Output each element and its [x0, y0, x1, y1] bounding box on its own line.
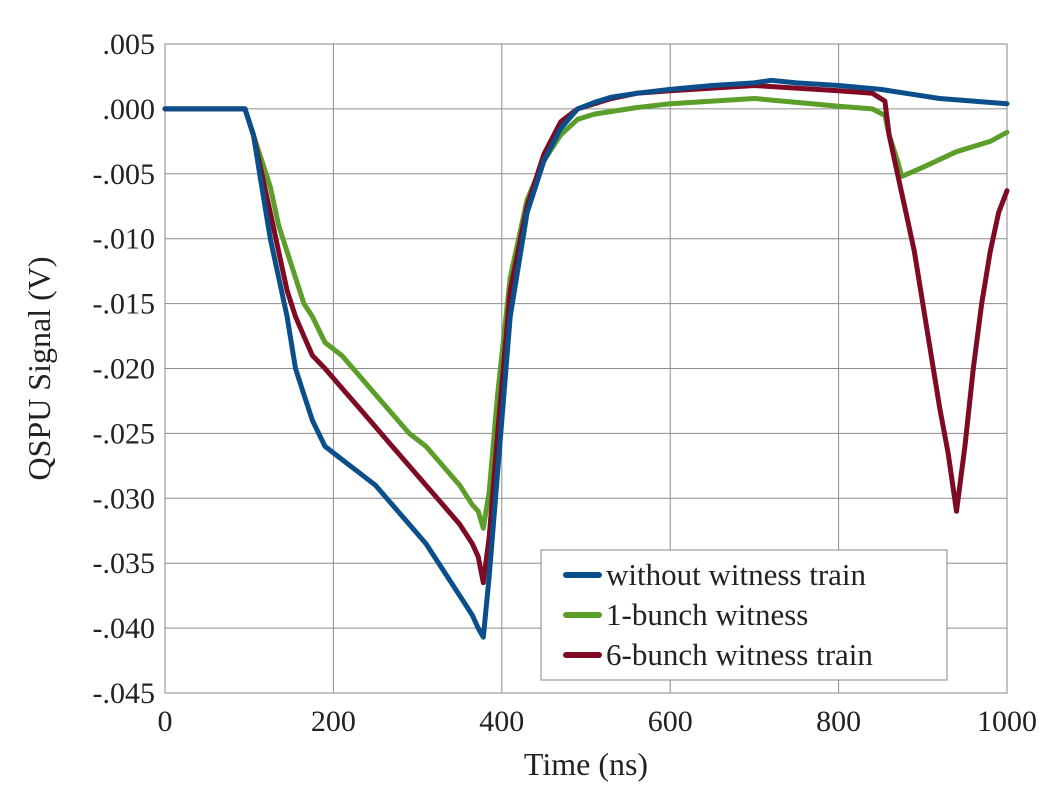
y-tick-label: -.020: [93, 353, 156, 386]
series-line-0: [162, 77, 1010, 640]
x-tick-label: 1000: [977, 705, 1037, 738]
tick-labels: .005 .000 -.005 -.010 -.015 -.020 -.025 -.030 -.…: [93, 28, 1038, 738]
legend-label: 1-bunch witness: [606, 597, 808, 632]
legend: without witness train 1-bunch witness 6-bu…: [540, 549, 948, 681]
x-tick-label: 0: [158, 705, 173, 738]
series-layer: [162, 77, 1010, 640]
series-line-1: [162, 96, 1010, 531]
x-tick-label: 600: [648, 705, 693, 738]
y-tick-label: -.005: [93, 158, 156, 191]
y-tick-label: -.040: [93, 612, 156, 645]
x-axis-title: Time (ns): [524, 746, 648, 782]
y-tick-label: -.045: [93, 677, 156, 710]
y-axis-title: QSPU Signal (V): [21, 256, 57, 480]
plot-frame: [164, 43, 1008, 694]
y-tick-label: -.010: [93, 223, 156, 256]
legend-label: 6-bunch witness train: [606, 637, 873, 672]
y-tick-label: -.025: [93, 417, 156, 450]
x-tick-label: 800: [816, 705, 861, 738]
y-tick-label: -.035: [93, 547, 156, 580]
y-tick-label: .000: [103, 93, 156, 126]
y-tick-label: .005: [103, 28, 156, 61]
legend-label: without witness train: [606, 557, 867, 592]
y-tick-label: -.030: [93, 482, 156, 515]
legend-box: [540, 549, 948, 681]
y-tick-label: -.015: [93, 288, 156, 321]
x-tick-label: 400: [479, 705, 524, 738]
x-tick-label: 200: [311, 705, 356, 738]
series-line-2: [162, 83, 1010, 586]
